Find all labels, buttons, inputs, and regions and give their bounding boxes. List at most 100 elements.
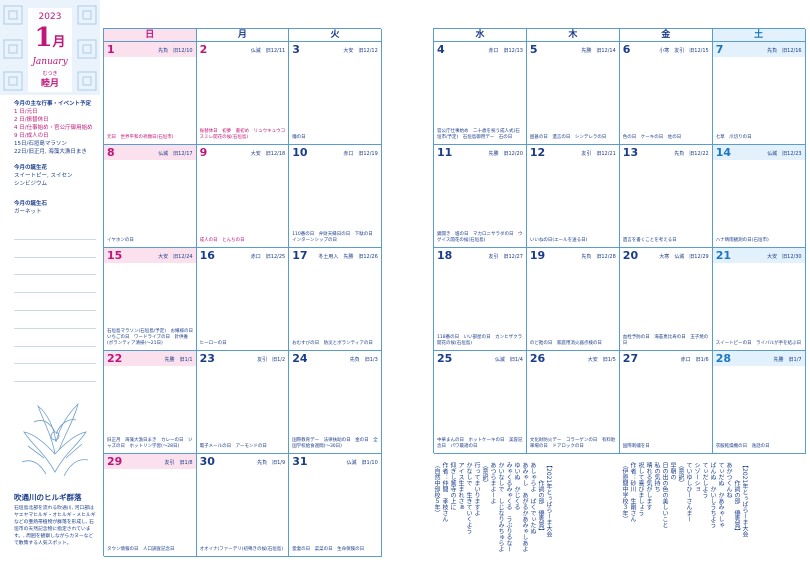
month-english: January bbox=[32, 57, 68, 67]
weekday-header: 土 bbox=[712, 29, 806, 42]
day-cell[interactable]: 6 小寒 友引 旧12/15 色の日 ケーキの日 佐の日 bbox=[619, 42, 713, 145]
rokuyo-lunar-date: 先勝 旧1/1 bbox=[164, 357, 193, 363]
day-cell[interactable]: 2 仏滅 旧12/11 振替休日 初夢 書初め リュウキュウコスミレ開花の候(石垣島… bbox=[196, 42, 290, 145]
day-events: 鏡開き 塩の日 マカロニサラダの日 ウグイス開花の候(石垣島) bbox=[437, 232, 523, 243]
day-cell[interactable]: 1 先負 旧12/10 元日 世界平和の祈願日(石垣市) bbox=[104, 42, 197, 145]
birth-stone-block: 今月の誕生石 ガーネット bbox=[14, 200, 98, 216]
day-number: 23 bbox=[199, 352, 215, 365]
rokuyo-lunar-date: 赤口 旧12/19 bbox=[343, 151, 378, 157]
day-band bbox=[712, 145, 805, 160]
day-cell[interactable]: 10 赤口 旧12/19 110番の日 弁財天縁日の日 下駄の日 インターンシップの… bbox=[289, 145, 382, 248]
birth-stone-title: 今月の誕生石 bbox=[14, 201, 48, 207]
rokuyo-lunar-date: 赤口 旧12/13 bbox=[488, 48, 523, 54]
memo-line bbox=[14, 311, 96, 329]
day-band bbox=[104, 145, 196, 160]
day-cell[interactable]: 14 仏滅 旧12/23 ハナ晴雨観測の日(石垣市) bbox=[712, 145, 806, 248]
day-cell[interactable]: 9 大安 旧12/18 成人の日 とんちの日 bbox=[196, 145, 290, 248]
day-cell[interactable]: 26 大安 旧1/5 文化財防火デー コラーゲンの日 有料駐車場の日 ドアロックの日 bbox=[526, 351, 620, 454]
day-cell[interactable]: 21 大安 旧12/30 スイートピーの日 ライバルが手を結ぶ日 bbox=[712, 248, 806, 351]
day-events: 成人の日 とんちの日 bbox=[199, 238, 245, 243]
day-band bbox=[104, 248, 196, 263]
rokuyo-lunar-date: 先勝 旧12/20 bbox=[488, 151, 523, 157]
weekday-header: 金 bbox=[619, 29, 713, 42]
rokuyo-lunar-date: 友引 旧12/21 bbox=[581, 151, 616, 157]
day-cell[interactable]: 30 先負 旧1/9 オオイナ(ファーデリ)初鳴きの候(石垣島) bbox=[196, 454, 290, 557]
day-events: ハナ晴雨観測の日(石垣市) bbox=[715, 238, 769, 243]
day-cell[interactable]: 7 先負 旧12/16 七草 爪切りの日 bbox=[712, 42, 806, 145]
rokuyo-lunar-date: 仏滅 旧12/23 bbox=[767, 151, 802, 157]
birth-flower-title: 今月の誕生花 bbox=[14, 165, 48, 171]
day-number: 8 bbox=[107, 146, 115, 159]
day-cell[interactable]: 17 冬土用入 先勝 旧12/26 おむすびの日 防災とボランティアの日 bbox=[289, 248, 382, 351]
day-cell[interactable]: 27 赤口 旧1/6 国際刺繍を日 bbox=[619, 351, 713, 454]
memo-line bbox=[14, 258, 96, 276]
day-cell[interactable]: 29 友引 旧1/8 タウン情報の日 人口調査記念日 bbox=[104, 454, 197, 557]
day-cell[interactable]: 3 大安 旧12/12 瞳の日 bbox=[289, 42, 382, 145]
calendar-left-page: 日月火 1 先負 旧12/10 元日 世界平和の祈願日(石垣市) 2 仏滅 旧12/11 振… bbox=[103, 28, 382, 557]
day-cell[interactable]: 4 赤口 旧12/13 官公庁仕事始め 二十歳を祝う成人式(石垣市/予定) 石垣島御… bbox=[434, 42, 527, 145]
day-band bbox=[712, 248, 805, 263]
event-item: 4 日/仕事始め・官公庁御用始め bbox=[14, 125, 93, 131]
event-item: 22日/旧正月, 海藻大漁日まき bbox=[14, 149, 87, 155]
day-events: 中華まんの日 ホットケーキの日 美容記念日 パワ最適の日 bbox=[437, 438, 523, 449]
day-events: 七草 爪切りの日 bbox=[715, 135, 752, 140]
day-cell[interactable]: 16 赤口 旧12/25 ヒーローの日 bbox=[196, 248, 290, 351]
events-title: 今月の主な行事・イベント予定 bbox=[14, 101, 92, 107]
weekday-header: 水 bbox=[434, 29, 527, 42]
day-number: 17 bbox=[292, 249, 308, 262]
rokuyo-lunar-date: 先負 旧12/28 bbox=[581, 254, 616, 260]
day-cell[interactable]: 20 大寒 仏滅 旧12/29 血栓予防の日 海苔恵比寿の日 玉子焼の日 bbox=[619, 248, 713, 351]
day-cell[interactable]: 18 友引 旧12/27 118番の日 いい部屋の日 カンヒザクラ開花の候(石垣島) bbox=[434, 248, 527, 351]
memo-lines bbox=[14, 222, 96, 383]
day-cell[interactable]: 22 先勝 旧1/1 旧正月 海藻大漁日まき カレーの日 ジャズの日 ホットリン学習… bbox=[104, 351, 197, 454]
day-number: 11 bbox=[437, 146, 453, 159]
day-number: 16 bbox=[199, 249, 215, 262]
rokuyo-lunar-date: 先勝 旧1/7 bbox=[773, 357, 802, 363]
rokuyo-lunar-date: 大安 旧1/5 bbox=[587, 357, 616, 363]
day-cell[interactable]: 12 友引 旧12/21 いいねの日(エールを送る日) bbox=[526, 145, 620, 248]
day-number: 13 bbox=[622, 146, 639, 159]
memo-line bbox=[14, 222, 96, 240]
illustration-caption-title: 吹通川のヒルギ群落 bbox=[14, 493, 82, 502]
month-sidebar: 2023 1月 January むつき 睦月 今月の主な行事・イベント予定 1 … bbox=[0, 0, 100, 578]
day-band bbox=[104, 351, 196, 366]
day-number: 3 bbox=[292, 43, 300, 56]
event-item: 9 日/成人の日 bbox=[14, 133, 49, 139]
day-cell[interactable]: 5 先勝 旧12/14 囲碁の日 遺言の日 シンデレラの日 bbox=[526, 42, 620, 145]
day-cell[interactable]: 24 先負 旧1/3 国際教育デー 法律扶助の日 金の日 全国学校給食週間(～30日… bbox=[289, 351, 382, 454]
day-cell[interactable]: 13 先負 旧12/22 遺言を書くことを考える日 bbox=[619, 145, 713, 248]
day-events: 遺言を書くことを考える日 bbox=[622, 238, 677, 243]
day-cell[interactable]: 28 先勝 旧1/7 衣服乾燥機の日 逸話の日 bbox=[712, 351, 806, 454]
day-cell[interactable]: 25 仏滅 旧1/4 中華まんの日 ホットケーキの日 美容記念日 パワ最適の日 bbox=[434, 351, 527, 454]
month-old-name-ruby: むつき bbox=[42, 71, 58, 77]
day-number: 18 bbox=[437, 249, 453, 262]
day-events: 官公庁仕事始め 二十歳を祝う成人式(石垣市/予定) 石垣島御用デー 石の日 bbox=[437, 129, 520, 140]
day-number: 22 bbox=[107, 352, 123, 365]
day-cell[interactable]: 15 大安 旧12/24 石垣島マラソン(石垣島/予定) お嬢様の日 いちごの日 ワ… bbox=[104, 248, 197, 351]
day-cell[interactable]: 19 先負 旧12/28 のど飴の日 家庭用消火器点検の日 bbox=[526, 248, 620, 351]
weekday-header: 火 bbox=[289, 29, 382, 42]
illustration-caption-text: 石垣島北部を流れる吹通川, 河口部はヤエヤマヒルギ・オヒルギ・メヒルギなどの亜熱… bbox=[14, 506, 96, 546]
rokuyo-lunar-date: 仏滅 旧1/4 bbox=[494, 357, 523, 363]
day-band bbox=[712, 42, 805, 57]
day-number: 27 bbox=[622, 352, 639, 365]
day-events: 118番の日 いい部屋の日 カンヒザクラ開花の候(石垣島) bbox=[437, 335, 523, 346]
day-cell[interactable]: 23 友引 旧1/2 電子メールの日 アーモンドの日 bbox=[196, 351, 290, 454]
day-events: のど飴の日 家庭用消火器点検の日 bbox=[529, 341, 602, 346]
day-number: 19 bbox=[529, 249, 546, 262]
day-events: おむすびの日 防災とボランティアの日 bbox=[292, 341, 373, 346]
memo-line bbox=[14, 275, 96, 294]
day-number: 2 bbox=[199, 43, 208, 56]
rokuyo-lunar-date: 先負 旧12/22 bbox=[674, 151, 709, 157]
day-band bbox=[104, 42, 196, 57]
day-cell[interactable]: 11 先勝 旧12/20 鏡開き 塩の日 マカロニサラダの日 ウグイス開花の候(石垣… bbox=[434, 145, 527, 248]
day-number: 26 bbox=[529, 352, 546, 365]
day-cell[interactable]: 8 仏滅 旧12/17 イヤホンの日 bbox=[104, 145, 197, 248]
day-events: 石垣島マラソン(石垣島/予定) お嬢様の日 いちごの日 ワードライブの日 針供養… bbox=[107, 329, 196, 346]
day-number: 29 bbox=[107, 455, 123, 468]
birth-flower-item: スイートピー, スイセン bbox=[14, 173, 73, 179]
month-number-value: 1 bbox=[34, 23, 53, 53]
day-number: 15 bbox=[107, 249, 123, 262]
rokuyo-lunar-date: 赤口 旧12/25 bbox=[250, 254, 286, 260]
day-cell[interactable]: 31 仏滅 旧1/10 愛妻の日 菜菜の日 生命保険の日 bbox=[289, 454, 382, 557]
